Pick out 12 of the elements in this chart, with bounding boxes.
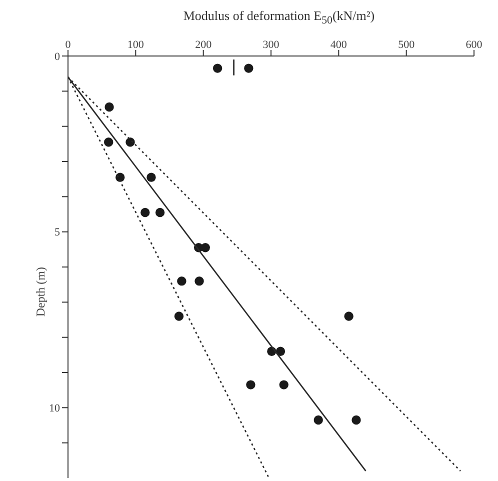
- x-tick-label: 300: [262, 39, 280, 51]
- x-tick-label: 600: [466, 39, 483, 51]
- y-tick-label: 0: [54, 50, 60, 63]
- y-tick-label: 10: [49, 402, 60, 415]
- y-axis-title: Depth (m): [33, 267, 48, 317]
- x-tick-label: 200: [195, 39, 212, 51]
- x-tick-label: 500: [398, 39, 416, 51]
- x-tick-label: 100: [127, 39, 144, 51]
- x-axis-title: Modulus of deformation E$_{50}$(kN/m²): [182, 8, 376, 29]
- x-tick-label: 0: [65, 39, 72, 51]
- x-tick-label: 400: [330, 39, 348, 51]
- y-tick-label: 5: [54, 226, 60, 239]
